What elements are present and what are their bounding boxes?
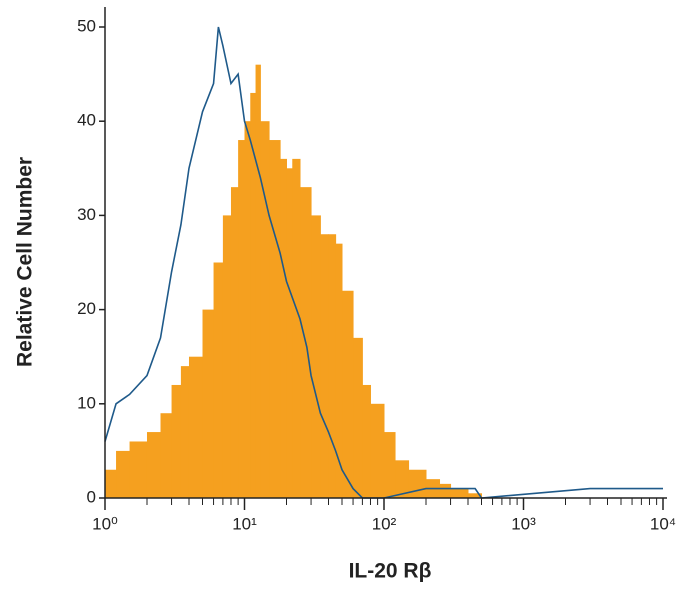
x-tick-label: 10⁰ xyxy=(92,514,118,533)
histogram-bar xyxy=(292,158,301,498)
x-axis-title: IL-20 Rβ xyxy=(349,560,432,583)
histogram-bar xyxy=(238,140,245,499)
histogram-bar xyxy=(255,64,261,499)
histogram-bar xyxy=(280,158,287,498)
histogram-bar xyxy=(180,366,190,498)
histogram-bar xyxy=(362,384,371,498)
histogram-bar xyxy=(384,432,396,498)
y-tick-label: 0 xyxy=(87,487,96,506)
histogram-bar xyxy=(116,450,131,498)
histogram-bar xyxy=(328,234,337,499)
y-tick-label: 40 xyxy=(77,111,96,130)
histogram-bar xyxy=(370,403,385,498)
histogram-bar xyxy=(320,234,329,499)
y-tick-label: 30 xyxy=(77,205,96,224)
histogram-bar xyxy=(286,168,293,499)
histogram-bar xyxy=(202,309,215,498)
histogram-bar xyxy=(188,356,204,498)
histogram-bar xyxy=(311,215,321,498)
histogram-bar xyxy=(129,441,148,498)
y-tick-label: 20 xyxy=(77,299,96,318)
histogram-bar xyxy=(105,469,117,498)
x-tick-label: 10³ xyxy=(511,514,536,533)
x-tick-label: 10⁴ xyxy=(650,514,676,533)
histogram-bar xyxy=(230,187,239,498)
histogram-bar xyxy=(353,337,363,498)
histogram-bar xyxy=(450,488,469,498)
histogram-bar xyxy=(395,460,410,498)
histogram-bar xyxy=(269,140,281,499)
histogram-bar xyxy=(467,493,483,498)
histogram-bar xyxy=(260,121,270,498)
histogram-bar xyxy=(244,121,251,498)
histogram-bar xyxy=(439,483,452,498)
histogram-bar xyxy=(408,469,427,498)
x-tick-label: 10¹ xyxy=(232,514,257,533)
histogram-bar xyxy=(335,243,343,498)
histogram-bar xyxy=(250,92,257,498)
y-tick-label: 10 xyxy=(77,393,96,412)
x-tick-label: 10² xyxy=(372,514,397,533)
histogram-bar xyxy=(342,290,354,498)
y-axis-title: Relative Cell Number xyxy=(14,157,37,367)
histogram-bar xyxy=(160,413,173,498)
y-tick-label: 50 xyxy=(77,16,96,35)
histogram-outline xyxy=(104,26,663,499)
histogram-bar xyxy=(222,215,232,498)
histogram-bar xyxy=(171,384,182,498)
histogram-bar xyxy=(213,262,224,498)
histogram-bar xyxy=(146,432,162,498)
